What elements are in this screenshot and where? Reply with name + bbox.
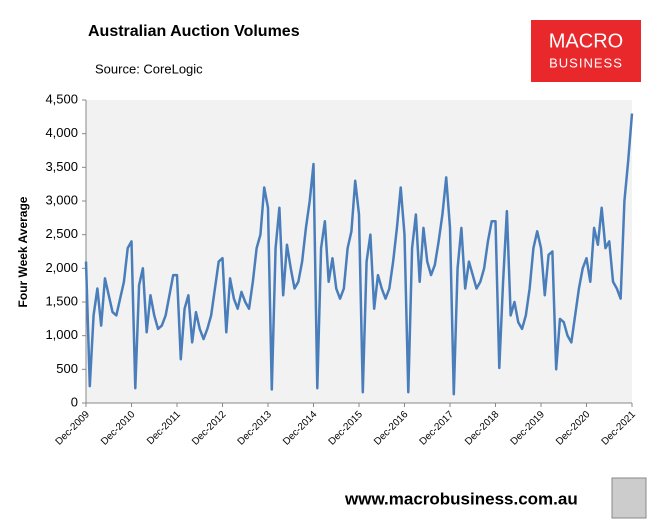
- x-tick-label: Dec-2012: [190, 409, 229, 448]
- chart-title: Australian Auction Volumes: [88, 23, 300, 40]
- x-tick-label: Dec-2011: [145, 409, 183, 447]
- y-tick-label: 4,500: [45, 91, 78, 106]
- y-tick-label: 1,500: [45, 293, 78, 308]
- x-tick-label: Dec-2009: [54, 409, 93, 448]
- y-tick-label: 500: [56, 361, 78, 376]
- y-tick-label: 0: [71, 394, 78, 409]
- x-tick-label: Dec-2010: [99, 409, 138, 448]
- x-tick-label: Dec-2013: [236, 409, 275, 448]
- x-tick-label: Dec-2014: [281, 409, 320, 448]
- x-tick-label: Dec-2017: [418, 409, 457, 448]
- data-line: [84, 113, 634, 396]
- chart-subtitle: Source: CoreLogic: [95, 61, 203, 76]
- logo-text: MACRO: [549, 30, 623, 52]
- wolf-icon: [611, 477, 647, 519]
- y-tick-label: 1,000: [45, 327, 78, 342]
- footer: www.macrobusiness.com.au: [344, 489, 578, 508]
- logo-text: BUSINESS: [549, 55, 623, 70]
- y-tick-label: 3,500: [45, 159, 78, 174]
- x-tick-label: Dec-2020: [554, 409, 593, 448]
- logo-box: [531, 20, 641, 82]
- y-tick-label: 3,000: [45, 192, 78, 207]
- x-tick-label: Dec-2015: [327, 409, 366, 448]
- y-tick-label: 2,000: [45, 260, 78, 275]
- y-axis-label: Four Week Average: [16, 196, 30, 307]
- x-tick-label: Dec-2019: [509, 409, 548, 448]
- x-tick-label: Dec-2016: [372, 409, 411, 448]
- y-tick-label: 2,500: [45, 226, 78, 241]
- x-tick-label: Dec-2021: [600, 409, 639, 448]
- y-tick-label: 4,000: [45, 125, 78, 140]
- x-tick-label: Dec-2018: [463, 409, 502, 448]
